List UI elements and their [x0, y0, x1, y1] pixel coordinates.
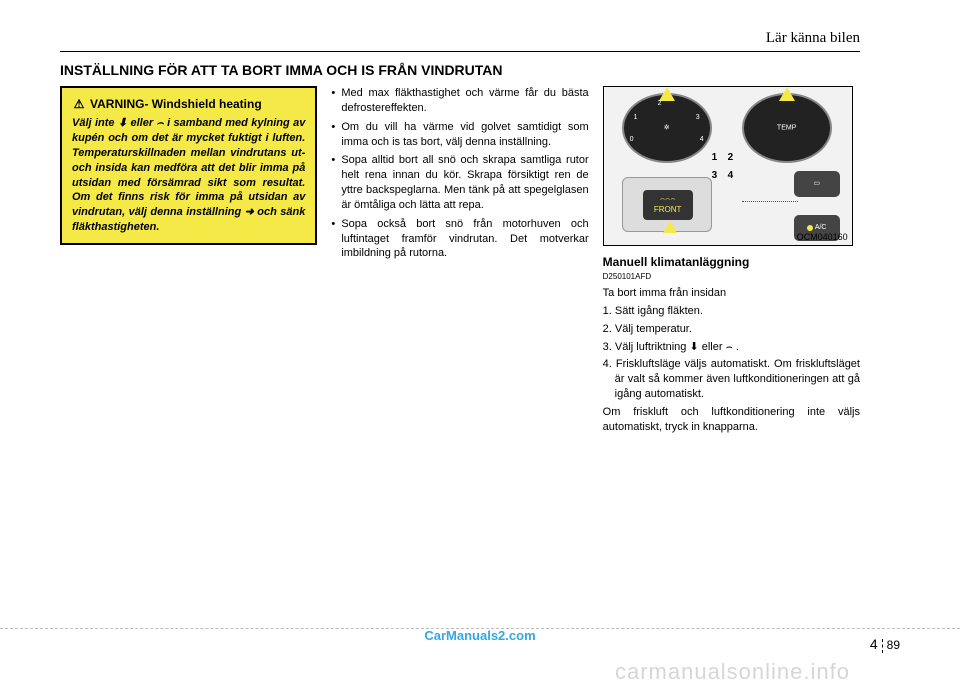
warning-box: ⚠ VARNING- Windshield heating Välj inte … [60, 86, 317, 245]
front-defrost-button: ⌢⌢⌢FRONT [622, 177, 712, 232]
bullet-item: Om du vill ha värme vid golvet samtidigt… [331, 120, 588, 150]
temp-dial: TEMP [742, 93, 832, 163]
manual-note: Om friskluft och luftkonditionering inte… [603, 405, 860, 435]
bullet-item: Sopa alltid bort all snö och skrapa samt… [331, 153, 588, 212]
warning-icon: ⚠ [72, 96, 86, 112]
col-right: ✲ 0 1 2 3 4 TEMP 1 2 3 4 ⌢⌢⌢FRONT [603, 86, 860, 438]
dotted-divider [742, 201, 798, 202]
bullet-item: Med max fläkthastighet och värme får du … [331, 86, 588, 116]
dial-mark: 0 [630, 135, 634, 144]
manual-step: 3. Välj luftriktning ⬇ eller ⌢ . [603, 340, 860, 355]
watermark-brand: CarManuals2.com [424, 628, 535, 643]
warning-label: VARNING [90, 97, 144, 111]
front-defrost-icon: ⌢⌢⌢FRONT [654, 194, 682, 216]
diagram-num: 3 [712, 169, 718, 183]
diagram-num: 1 [712, 151, 718, 165]
diagram-num: 2 [728, 151, 734, 165]
manual-step: 2. Välj temperatur. [603, 322, 860, 337]
diagram-num: 4 [728, 169, 734, 183]
dial-mark: 3 [696, 113, 700, 122]
watermark-site: carmanualsonline.info [615, 659, 850, 685]
page-no: 89 [887, 638, 900, 652]
page-title: INSTÄLLNING FÖR ATT TA BORT IMMA OCH IS … [60, 62, 860, 78]
fan-icon: ✲ [664, 123, 670, 132]
col-bullets: Med max fläkthastighet och värme får du … [331, 86, 588, 438]
manual-intro: Ta bort imma från insidan [603, 286, 860, 301]
page-number: 4 89 [870, 636, 900, 653]
col-warning: ⚠ VARNING- Windshield heating Välj inte … [60, 86, 317, 438]
temp-label: TEMP [777, 123, 796, 132]
dial-mark: 4 [700, 135, 704, 144]
manual-step: 4. Friskluftsläge väljs automatiskt. Om … [603, 357, 860, 402]
manual-code: D250101AFD [603, 272, 860, 283]
warning-sub: - Windshield heating [144, 97, 261, 111]
chapter-number: 4 [870, 636, 878, 652]
manual-heading: Manuell klimatanläggning [603, 254, 860, 270]
section-header: Lär känna bilen [60, 30, 860, 52]
up-arrow-icon [663, 221, 677, 233]
warning-body: Välj inte ⬇ eller ⌢ i samband med kylnin… [72, 116, 305, 235]
fan-dial: ✲ 0 1 2 3 4 [622, 93, 712, 163]
h-dash-line [0, 628, 960, 629]
dial-mark: 2 [658, 99, 662, 108]
diagram-code: OCM040160 [797, 231, 848, 243]
bullet-item: Sopa också bort snö från motorhuven och … [331, 217, 588, 262]
dial-mark: 1 [634, 113, 638, 122]
climate-diagram: ✲ 0 1 2 3 4 TEMP 1 2 3 4 ⌢⌢⌢FRONT [603, 86, 853, 246]
up-arrow-icon [779, 87, 795, 101]
manual-step: 1. Sätt igång fläkten. [603, 304, 860, 319]
rear-defrost-button: ▭ [794, 171, 840, 197]
